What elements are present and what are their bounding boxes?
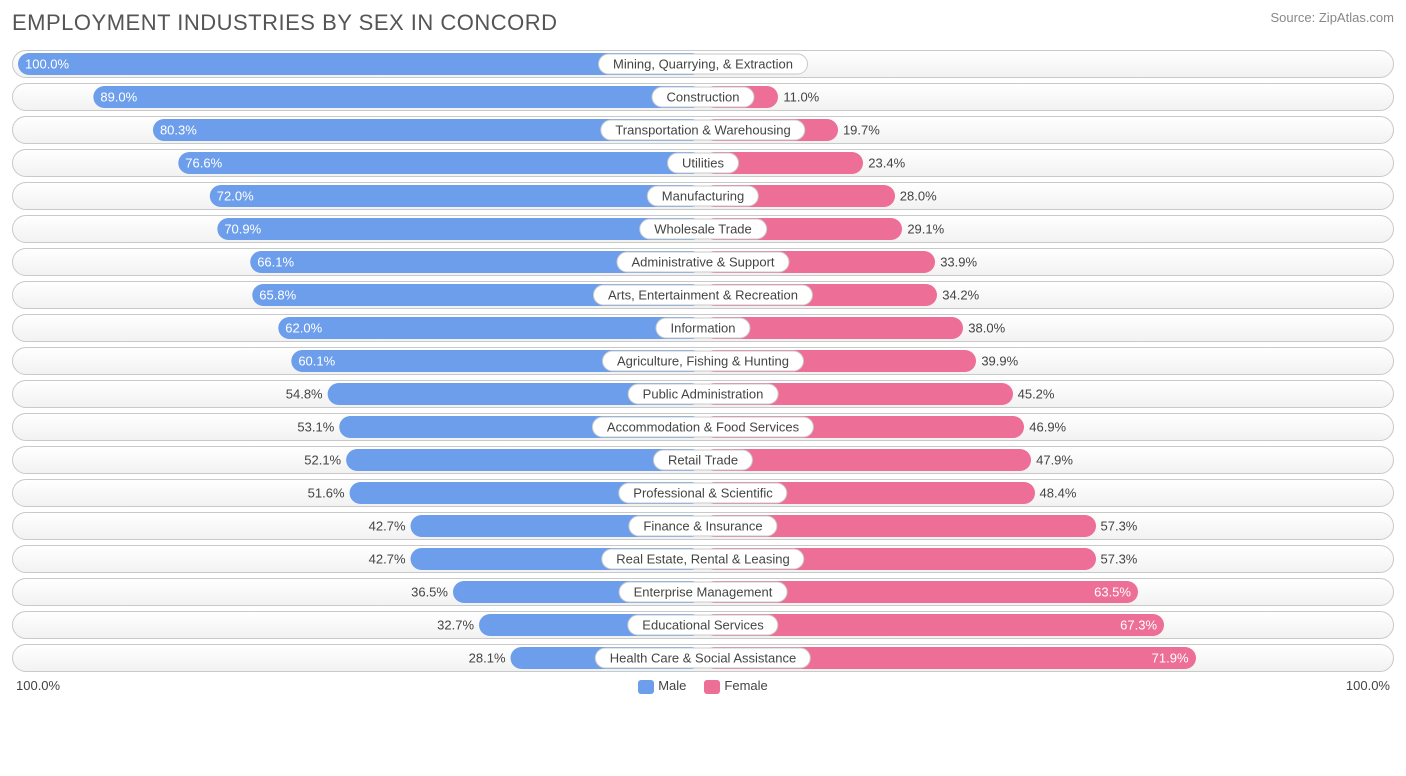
male-value: 66.1% — [257, 255, 294, 270]
legend-male: Male — [638, 678, 686, 694]
male-value: 62.0% — [285, 321, 322, 336]
header: EMPLOYMENT INDUSTRIES BY SEX IN CONCORD … — [8, 10, 1398, 50]
female-value: 38.0% — [968, 321, 1005, 336]
source-prefix: Source: — [1270, 10, 1318, 25]
male-bar — [346, 449, 703, 471]
male-value: 70.9% — [224, 222, 261, 237]
legend-female-label: Female — [724, 678, 767, 693]
male-value: 42.7% — [369, 552, 406, 567]
category-label: Public Administration — [628, 384, 779, 405]
category-label: Health Care & Social Assistance — [595, 648, 811, 669]
chart-title: EMPLOYMENT INDUSTRIES BY SEX IN CONCORD — [12, 10, 558, 36]
category-label: Real Estate, Rental & Leasing — [601, 549, 804, 570]
male-value: 60.1% — [298, 354, 335, 369]
category-label: Finance & Insurance — [628, 516, 777, 537]
male-value: 100.0% — [25, 57, 69, 72]
male-value: 51.6% — [308, 486, 345, 501]
chart-row: 70.9% 29.1% Wholesale Trade — [12, 215, 1394, 243]
category-label: Arts, Entertainment & Recreation — [593, 285, 813, 306]
female-value: 57.3% — [1101, 519, 1138, 534]
legend: Male Female — [638, 678, 768, 694]
female-value: 19.7% — [843, 123, 880, 138]
female-value: 39.9% — [981, 354, 1018, 369]
chart-row: 51.6% 48.4% Professional & Scientific — [12, 479, 1394, 507]
male-value: 65.8% — [259, 288, 296, 303]
category-label: Utilities — [667, 153, 739, 174]
chart-row: 62.0% 38.0% Information — [12, 314, 1394, 342]
chart-row: 60.1% 39.9% Agriculture, Fishing & Hunting — [12, 347, 1394, 375]
chart-row: 100.0%0.0%Mining, Quarrying, & Extractio… — [12, 50, 1394, 78]
female-swatch — [704, 680, 720, 694]
source-name: ZipAtlas.com — [1319, 10, 1394, 25]
male-value: 36.5% — [411, 585, 448, 600]
category-label: Administrative & Support — [616, 252, 789, 273]
axis-left-label: 100.0% — [16, 678, 60, 693]
female-value: 45.2% — [1018, 387, 1055, 402]
chart-row: 80.3% 19.7% Transportation & Warehousing — [12, 116, 1394, 144]
male-value: 89.0% — [100, 90, 137, 105]
female-value: 71.9% — [1152, 651, 1189, 666]
category-label: Transportation & Warehousing — [600, 120, 805, 141]
female-value: 57.3% — [1101, 552, 1138, 567]
female-value: 23.4% — [868, 156, 905, 171]
female-value: 34.2% — [942, 288, 979, 303]
category-label: Manufacturing — [647, 186, 759, 207]
chart-row: 53.1% 46.9% Accommodation & Food Services — [12, 413, 1394, 441]
axis-right-label: 100.0% — [1346, 678, 1390, 693]
category-label: Construction — [652, 87, 755, 108]
male-bar — [93, 86, 703, 108]
category-label: Enterprise Management — [619, 582, 788, 603]
female-value: 47.9% — [1036, 453, 1073, 468]
axis-row: 100.0% Male Female 100.0% — [8, 672, 1398, 694]
male-value: 72.0% — [217, 189, 254, 204]
category-label: Wholesale Trade — [639, 219, 767, 240]
male-value: 80.3% — [160, 123, 197, 138]
male-value: 54.8% — [286, 387, 323, 402]
female-value: 48.4% — [1040, 486, 1077, 501]
chart-rows: 100.0%0.0%Mining, Quarrying, & Extractio… — [8, 50, 1398, 672]
chart-row: 54.8% 45.2% Public Administration — [12, 380, 1394, 408]
male-bar — [178, 152, 703, 174]
male-bar — [210, 185, 703, 207]
male-bar — [278, 317, 703, 339]
legend-male-label: Male — [658, 678, 686, 693]
chart-row: 28.1% 71.9% Health Care & Social Assistanc… — [12, 644, 1394, 672]
male-value: 32.7% — [437, 618, 474, 633]
male-value: 53.1% — [297, 420, 334, 435]
male-value: 52.1% — [304, 453, 341, 468]
chart-row: 36.5% 63.5% Enterprise Management — [12, 578, 1394, 606]
female-value: 11.0% — [783, 90, 819, 105]
female-value: 46.9% — [1029, 420, 1066, 435]
female-value: 63.5% — [1094, 585, 1131, 600]
chart-row: 32.7% 67.3% Educational Services — [12, 611, 1394, 639]
female-value: 33.9% — [940, 255, 977, 270]
male-value: 76.6% — [185, 156, 222, 171]
chart-row: 65.8% 34.2% Arts, Entertainment & Recreati… — [12, 281, 1394, 309]
legend-female: Female — [704, 678, 767, 694]
category-label: Agriculture, Fishing & Hunting — [602, 351, 804, 372]
male-value: 42.7% — [369, 519, 406, 534]
male-bar — [217, 218, 703, 240]
chart-row: 42.7% 57.3% Finance & Insurance — [12, 512, 1394, 540]
chart-row: 89.0% 11.0% Construction — [12, 83, 1394, 111]
category-label: Accommodation & Food Services — [592, 417, 814, 438]
category-label: Educational Services — [627, 615, 778, 636]
chart-row: 52.1% 47.9% Retail Trade — [12, 446, 1394, 474]
male-swatch — [638, 680, 654, 694]
chart-row: 42.7% 57.3% Real Estate, Rental & Leasing — [12, 545, 1394, 573]
category-label: Professional & Scientific — [618, 483, 787, 504]
category-label: Information — [655, 318, 750, 339]
chart-row: 76.6% 23.4% Utilities — [12, 149, 1394, 177]
female-value: 67.3% — [1120, 618, 1157, 633]
category-label: Mining, Quarrying, & Extraction — [598, 54, 808, 75]
chart-row: 66.1% 33.9% Administrative & Support — [12, 248, 1394, 276]
source-attribution: Source: ZipAtlas.com — [1270, 10, 1394, 25]
female-value: 29.1% — [907, 222, 944, 237]
female-value: 28.0% — [900, 189, 937, 204]
category-label: Retail Trade — [653, 450, 753, 471]
chart-container: EMPLOYMENT INDUSTRIES BY SEX IN CONCORD … — [0, 0, 1406, 698]
male-value: 28.1% — [469, 651, 506, 666]
chart-row: 72.0% 28.0% Manufacturing — [12, 182, 1394, 210]
